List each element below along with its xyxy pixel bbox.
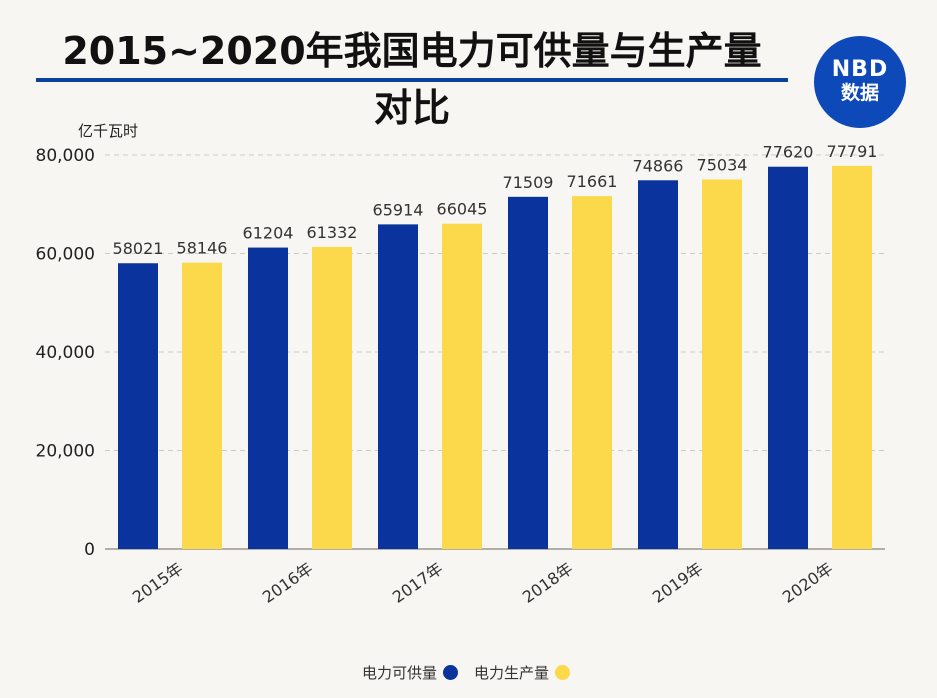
bar-production [832, 165, 872, 549]
bar-supply [638, 180, 678, 549]
y-tick-label: 0 [84, 540, 95, 560]
data-label-production: 75034 [697, 155, 748, 174]
data-label-supply: 61204 [243, 224, 294, 243]
bar-production [702, 179, 742, 549]
bar-production [312, 246, 352, 550]
y-axis-unit-label: 亿千瓦时 [78, 122, 139, 140]
y-tick-label: 40,000 [36, 343, 95, 363]
logo-text-data: 数据 [840, 82, 879, 104]
x-tick-label: 2015年 [129, 559, 186, 607]
title-underline [36, 78, 788, 82]
data-label-supply: 74866 [633, 156, 684, 175]
data-label-supply: 71509 [503, 173, 554, 192]
legend-label-production: 电力生产量 [474, 664, 550, 682]
y-tick-label: 80,000 [36, 146, 95, 166]
x-tick-label: 2016年 [259, 559, 316, 607]
bar-production [182, 262, 222, 549]
legend-label-supply: 电力可供量 [362, 664, 438, 682]
bar-supply [768, 166, 808, 549]
bar-supply [248, 247, 288, 549]
legend-item-production[interactable]: 电力生产量 [474, 662, 571, 683]
x-tick-label: 2020年 [779, 559, 836, 607]
bar-production [572, 196, 612, 549]
data-label-production: 66045 [437, 200, 488, 219]
nbd-logo: NBD 数据 [814, 36, 906, 128]
logo-text-nbd: NBD [831, 57, 889, 82]
legend-dot-production [555, 665, 571, 680]
legend-item-supply[interactable]: 电力可供量 [362, 662, 459, 683]
bar-supply [378, 224, 418, 550]
bar-supply [118, 263, 158, 549]
data-label-supply: 77620 [763, 143, 814, 162]
data-label-production: 58146 [177, 239, 228, 258]
bar-supply [508, 196, 548, 549]
data-label-supply: 58021 [113, 239, 164, 258]
bar-production [442, 223, 482, 549]
y-tick-label: 60,000 [36, 245, 95, 265]
y-tick-label: 20,000 [36, 442, 95, 462]
chart-legend: 电力可供量 电力生产量 [362, 662, 586, 683]
data-label-production: 61332 [307, 223, 358, 242]
x-tick-label: 2018年 [519, 559, 576, 607]
data-label-supply: 65914 [373, 200, 424, 219]
data-label-production: 77791 [827, 142, 878, 161]
x-tick-label: 2019年 [649, 559, 706, 607]
chart-title-line1: 2015~2020年我国电力可供量与生产量 [62, 29, 762, 73]
legend-dot-supply [443, 665, 459, 680]
data-label-production: 71661 [567, 172, 618, 191]
x-tick-label: 2017年 [389, 559, 446, 607]
chart-title-line2: 对比 [373, 86, 450, 130]
